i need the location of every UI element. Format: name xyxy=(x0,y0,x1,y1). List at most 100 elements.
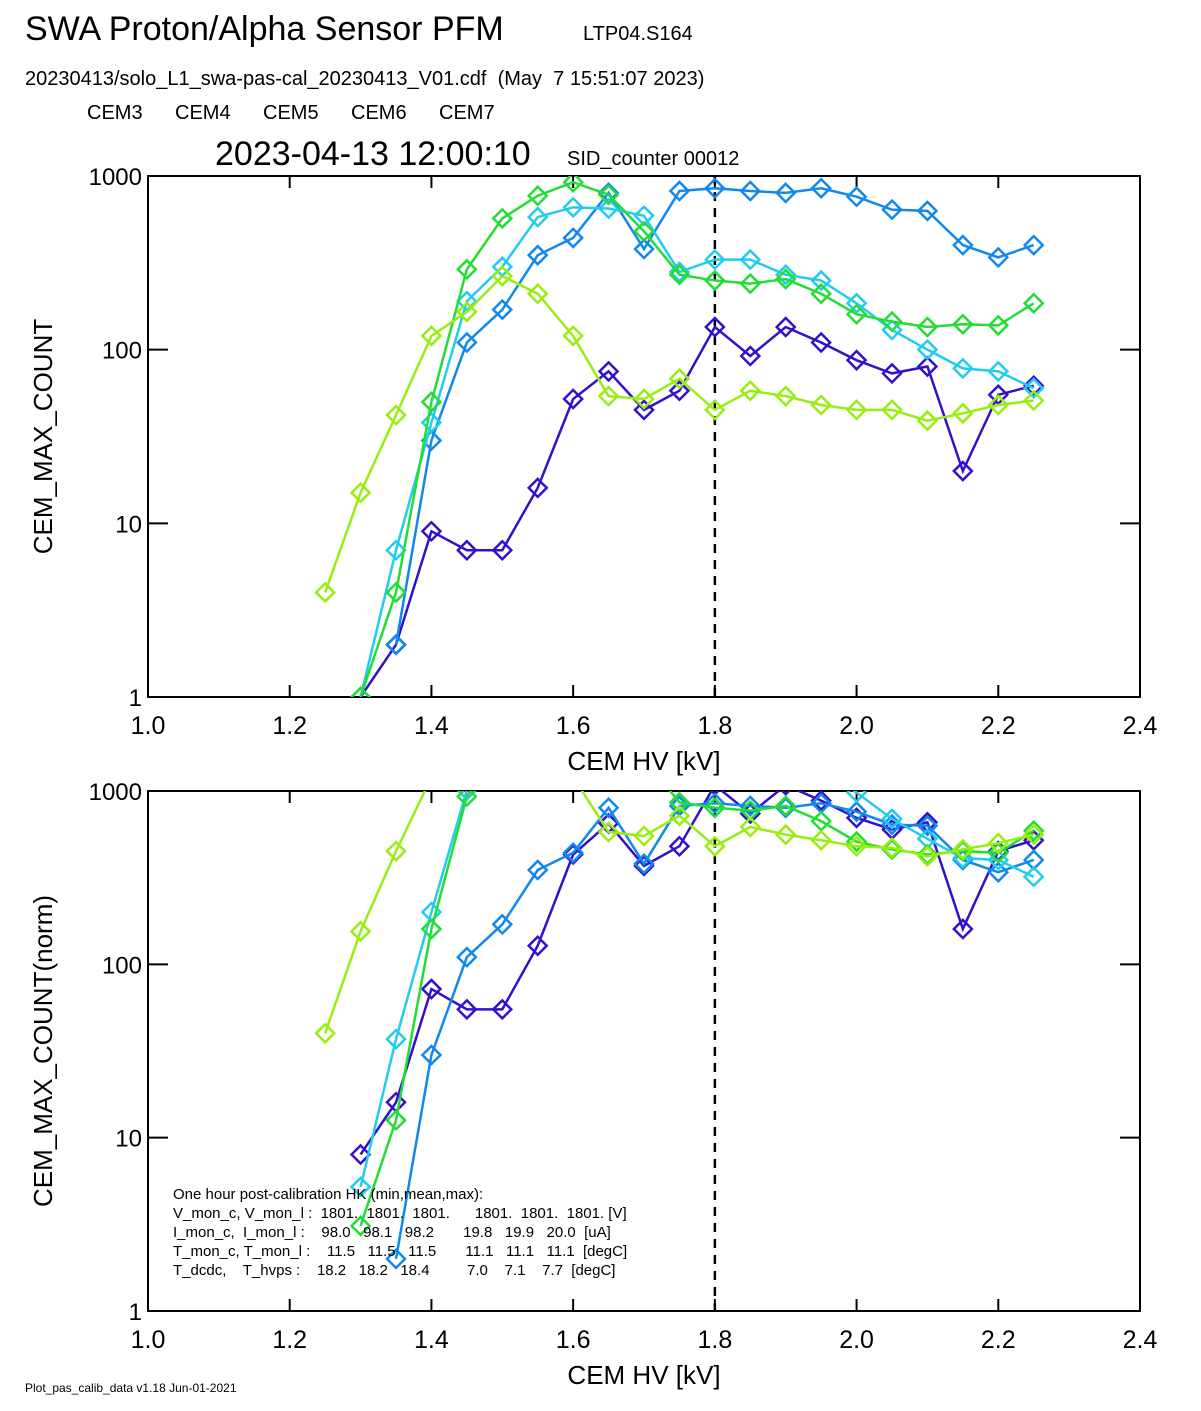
marker xyxy=(810,829,832,851)
marker xyxy=(668,791,691,814)
marker xyxy=(493,737,511,755)
x-tick-label: 1.2 xyxy=(272,1326,307,1354)
marker xyxy=(739,180,762,202)
marker xyxy=(491,539,514,562)
marker xyxy=(633,825,655,847)
marker xyxy=(385,840,407,862)
marker xyxy=(916,409,939,432)
marker xyxy=(668,379,691,402)
marker xyxy=(704,177,726,200)
marker xyxy=(952,313,974,336)
legend-entry: CEM4 xyxy=(175,102,231,124)
marker xyxy=(810,791,832,812)
marker xyxy=(385,404,407,426)
marker xyxy=(774,316,797,338)
marker xyxy=(385,1028,407,1050)
marker xyxy=(845,835,868,858)
marker xyxy=(491,913,514,936)
marker xyxy=(420,411,443,434)
marker xyxy=(562,388,584,410)
marker xyxy=(881,399,903,421)
legend-entry: CEM7 xyxy=(439,102,495,124)
marker xyxy=(526,859,549,881)
marker xyxy=(916,843,939,866)
x-tick-label: 2.4 xyxy=(1123,712,1158,740)
marker xyxy=(810,269,832,292)
marker xyxy=(385,581,407,604)
marker xyxy=(810,177,832,200)
marker xyxy=(1022,823,1045,846)
annotation: I_mon_c, I_mon_l : 98.0 98.1 98.2 19.8 1… xyxy=(173,1224,611,1241)
marker xyxy=(987,383,1010,406)
marker xyxy=(774,268,797,290)
marker xyxy=(916,316,939,338)
marker xyxy=(420,1044,443,1066)
marker xyxy=(456,791,478,808)
marker xyxy=(349,1176,372,1198)
marker xyxy=(987,314,1010,337)
marker xyxy=(668,263,691,286)
marker xyxy=(774,795,797,817)
legend-entry: CEM3 xyxy=(87,102,143,124)
marker xyxy=(493,709,511,727)
series-line xyxy=(359,180,1035,697)
marker xyxy=(456,331,478,354)
marker xyxy=(739,379,762,402)
marker xyxy=(952,234,974,256)
marker xyxy=(597,182,620,204)
series-line xyxy=(359,791,1035,1227)
marker xyxy=(704,797,726,819)
plot-area xyxy=(314,696,1045,1270)
x-tick-label: 1.4 xyxy=(414,1326,449,1354)
title: SWA Proton/Alpha Sensor PFM xyxy=(25,10,504,48)
plot-frame xyxy=(147,175,1141,698)
marker xyxy=(668,367,691,390)
marker xyxy=(739,795,762,817)
y-tick-label: 10 xyxy=(115,1126,142,1153)
marker xyxy=(456,258,478,281)
x-tick-label: 1.6 xyxy=(556,1326,591,1354)
marker xyxy=(845,830,868,853)
marker xyxy=(810,394,832,416)
y-tick-label: 100 xyxy=(102,952,142,979)
marker xyxy=(1022,389,1045,412)
counter: SID_counter 00012 xyxy=(567,148,739,170)
marker xyxy=(916,338,939,361)
marker xyxy=(349,1143,372,1166)
marker xyxy=(845,185,868,208)
marker xyxy=(597,385,620,407)
marker xyxy=(420,978,443,1000)
y-tick-label: 1000 xyxy=(89,164,142,191)
marker xyxy=(493,747,511,765)
marker xyxy=(529,714,547,732)
annotation: T_dcdc, T_hvps : 18.2 18.2 18.4 7.0 7.1 … xyxy=(173,1262,615,1279)
marker xyxy=(739,248,762,271)
marker xyxy=(529,698,547,716)
marker xyxy=(845,292,868,315)
marker xyxy=(774,263,797,286)
marker xyxy=(987,394,1010,416)
marker xyxy=(774,823,797,846)
marker xyxy=(845,791,868,804)
marker xyxy=(349,686,372,697)
marker xyxy=(777,755,795,773)
marker xyxy=(635,696,653,714)
marker xyxy=(845,349,868,371)
y-tick-label: 1 xyxy=(129,685,142,712)
marker xyxy=(456,539,478,562)
x-axis-label: CEM HV [kV] xyxy=(567,746,720,776)
plot-frame xyxy=(147,790,1141,1312)
y-axis-label: CEM_MAX_COUNT xyxy=(28,319,58,555)
marker xyxy=(491,998,514,1021)
marker xyxy=(704,399,726,421)
marker xyxy=(562,176,584,194)
marker xyxy=(952,460,974,482)
marker xyxy=(458,744,476,762)
marker xyxy=(633,388,655,410)
marker xyxy=(739,816,762,838)
series-line xyxy=(394,186,1035,645)
marker xyxy=(422,768,440,786)
x-tick-label: 2.4 xyxy=(1123,1326,1158,1354)
x-tick-label: 2.0 xyxy=(839,712,874,740)
marker xyxy=(916,355,939,378)
